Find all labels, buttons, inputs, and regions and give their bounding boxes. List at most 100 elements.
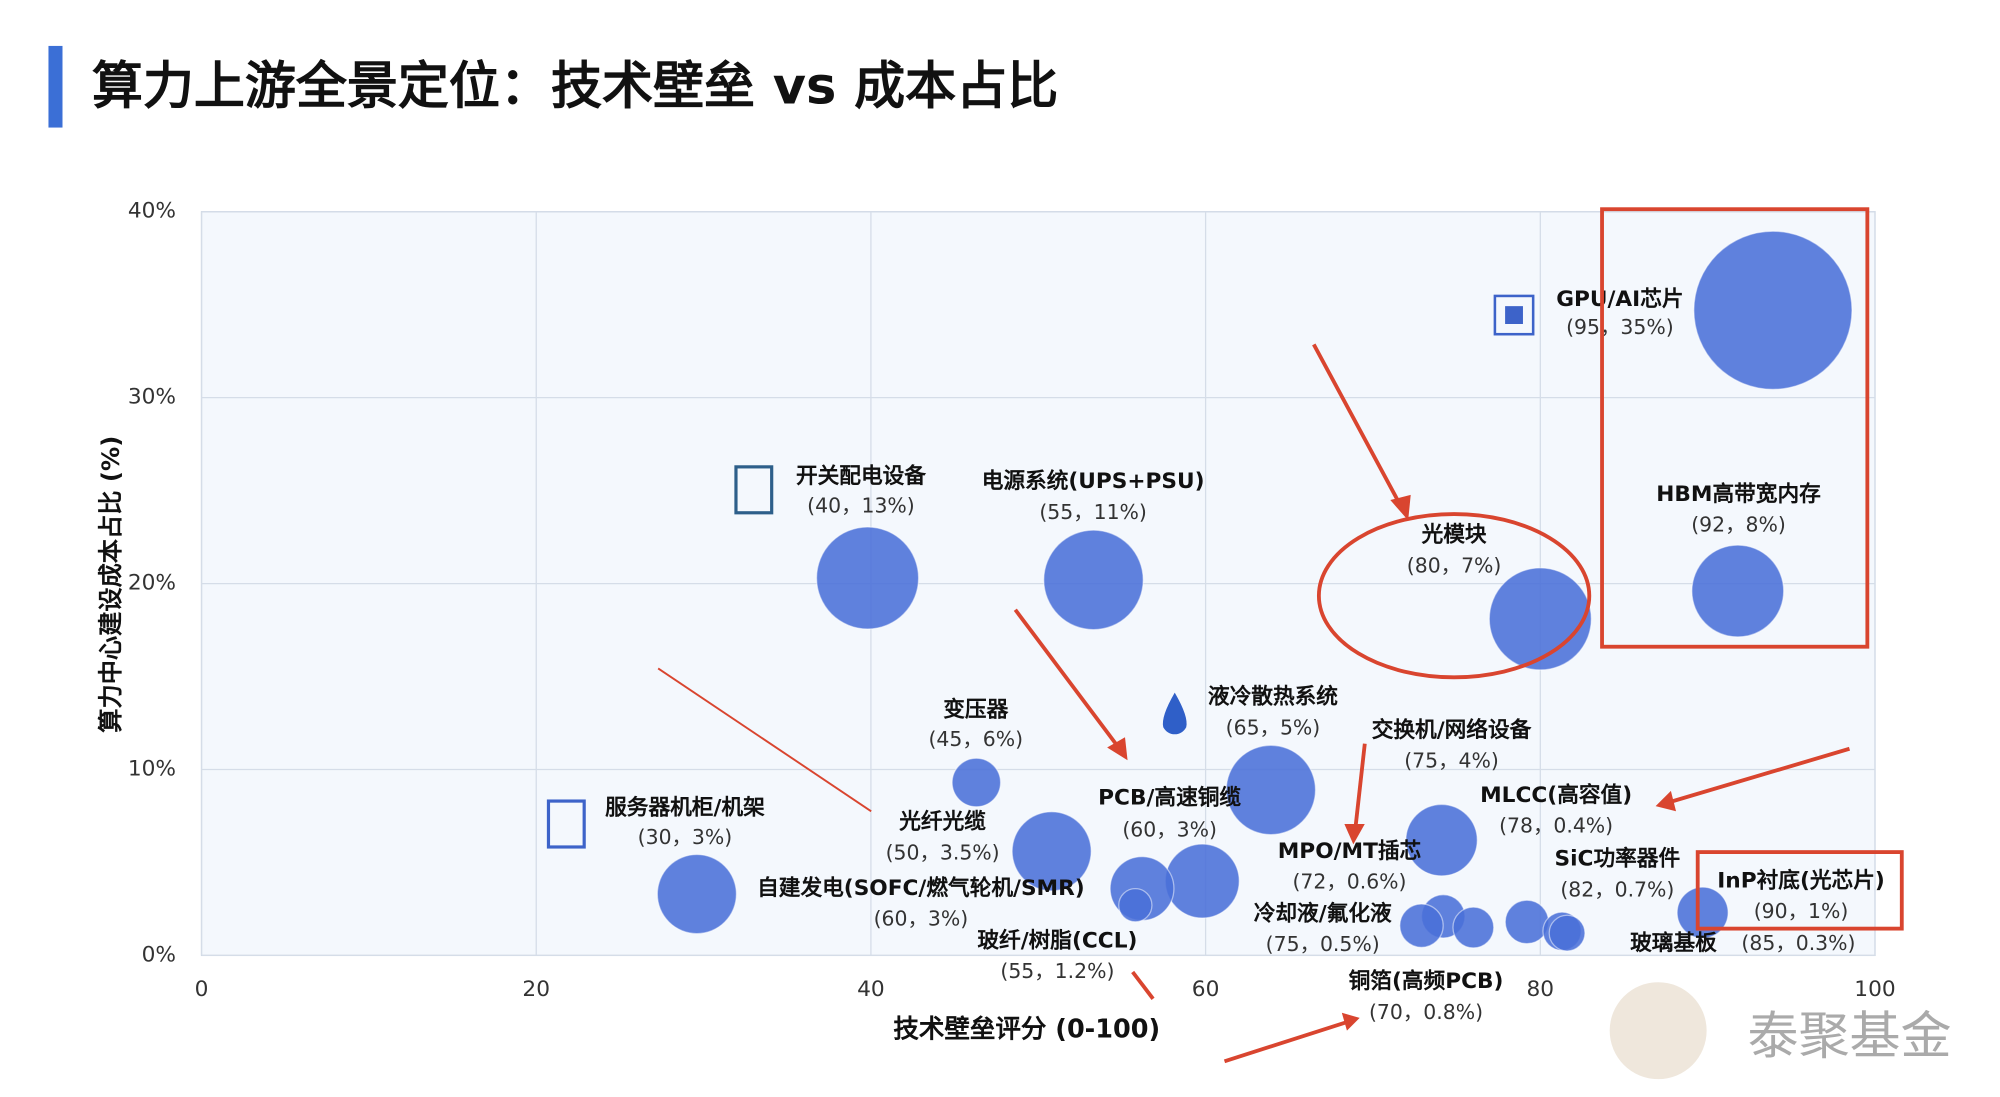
bubble-annotation: (60，3%) [1122,817,1217,841]
switch-icon [734,465,774,515]
y-axis-label: 算力中心建设成本占比 (%) [97,436,125,733]
y-tick-label: 30% [128,385,176,410]
bubble-annotation: (80，7%) [1407,553,1502,577]
x-tick-label: 60 [1192,977,1220,1002]
grid: 0 20 40 60 80 100 0% 10% 20% 30% 40% [128,199,1896,1002]
bubble-name: 光纤光缆 [898,809,986,835]
arrow-head [1655,790,1677,812]
y-tick-label: 40% [128,199,176,224]
bubble-name: 服务器机柜/机架 [605,795,765,821]
chip-icon [1493,294,1535,336]
bubble [1405,803,1478,877]
arrow-head [1341,1012,1360,1031]
arrow-head [1344,824,1365,845]
highlight-ellipse [1316,512,1592,680]
bubble-annotation: (55，1.2%) [1000,959,1114,983]
x-axis-label: 技术壁垒评分 (0-100) [893,1015,1160,1045]
highlight-box [1600,207,1870,649]
bubble-name: InP衬底(光芯片) [1717,867,1885,893]
bubble-name: 冷却液/氟化液 [1254,901,1392,927]
arrow-heads [1107,494,1677,1031]
bubble-name: 液冷散热系统 [1208,684,1338,710]
title-bar [48,45,63,128]
arrow-head [1107,737,1128,761]
bubble-annotation: (70，0.8%) [1369,1000,1483,1024]
bubble-annotation: (72，0.6%) [1292,870,1406,894]
bubble-annotation: (75，4%) [1404,749,1499,773]
labels: GPU/AI芯片 (95，35%) HBM高带宽内存 (92，8%) 光模块 (80，7%… [605,287,1885,1024]
chart-title: 算力上游全景定位：技术壁垒 vs 成本占比 [92,57,1058,116]
x-tick-label: 100 [1854,977,1895,1002]
bubble-annotation: (45，6%) [928,727,1023,751]
bubble-name: GPU/AI芯片 [1556,287,1683,312]
bubble-annotation: (40，13%) [807,493,915,517]
bubble [1676,886,1729,939]
bubble-name: MLCC(高容值) [1480,782,1632,808]
bubble-annotation: (30，3%) [638,825,733,849]
bubbles [656,230,1853,952]
arrow [1013,608,1124,754]
bubble [1693,230,1853,391]
watermark-logo [1609,982,1707,1080]
arrow-head [1390,494,1411,521]
bubble [951,757,1002,808]
x-tick-label: 20 [522,977,550,1002]
bubble-annotation: (75，0.5%) [1266,932,1380,956]
watermark: 泰聚基金 [1747,1008,1951,1067]
bubble-name: 玻纤/树脂(CCL) [977,927,1137,953]
arrow [1663,746,1851,806]
bubble [815,526,920,630]
x-tick-label: 40 [857,977,885,1002]
y-tick-label: 10% [128,756,176,781]
annotations [657,207,1904,1064]
bubble [1548,914,1586,952]
bubble-annotation: (92，8%) [1691,513,1786,537]
bubble-name: 开关配电设备 [796,463,926,489]
bubble-annotation: (85，0.3%) [1741,931,1855,955]
bubble [656,853,738,935]
x-tick-label: 0 [195,977,209,1002]
bubble [1225,744,1317,836]
bubble-name: SiC功率器件 [1555,846,1681,872]
bubble-annotation: (50，3.5%) [886,840,1000,864]
bubble [1011,811,1092,892]
bubble-annotation: (82，0.7%) [1560,877,1674,901]
chip-icon [1505,306,1523,324]
bubble-name: 玻璃基板 [1630,930,1717,956]
arrow [657,667,872,813]
bubble-name: PCB/高速铜缆 [1098,785,1241,811]
bubble-name: 铜箔(高频PCB) [1349,968,1504,994]
y-tick-label: 0% [142,942,176,967]
bubble-name: 自建发电(SOFC/燃气轮机/SMR) [757,875,1085,901]
bubble-annotation: (95，35%) [1566,315,1674,339]
bubble-name: MPO/MT插芯 [1278,839,1422,864]
arrow [1223,1018,1353,1064]
bubble-name: 交换机/网络设备 [1372,717,1532,743]
bubble [1043,529,1144,631]
y-tick-label: 20% [128,571,176,596]
bubble-annotation: (90，1%) [1754,899,1849,923]
bubble-name: 电源系统(UPS+PSU) [982,468,1205,494]
rack-icon [546,799,586,849]
bubble [1452,906,1495,949]
bubble [1164,843,1240,919]
bubble [1488,567,1592,671]
bubble [1118,887,1153,923]
bubble [1504,899,1550,945]
drop-icon [1162,692,1187,735]
arrow [1312,343,1405,512]
bubble [1691,544,1785,638]
x-tick-label: 80 [1527,977,1555,1002]
bubble-annotation: (78，0.4%) [1499,814,1613,838]
bubble-name: 变压器 [943,696,1008,722]
arrow [1131,970,1155,1000]
bubble-name: 光模块 [1421,523,1487,548]
bubble-annotation: (55，11%) [1039,500,1147,524]
bubble-name: HBM高带宽内存 [1656,481,1821,507]
bubble-annotation: (60，3%) [874,907,969,931]
highlight-box [1695,850,1904,931]
arrow [1352,743,1367,836]
bubble-annotation: (65，5%) [1226,715,1321,739]
